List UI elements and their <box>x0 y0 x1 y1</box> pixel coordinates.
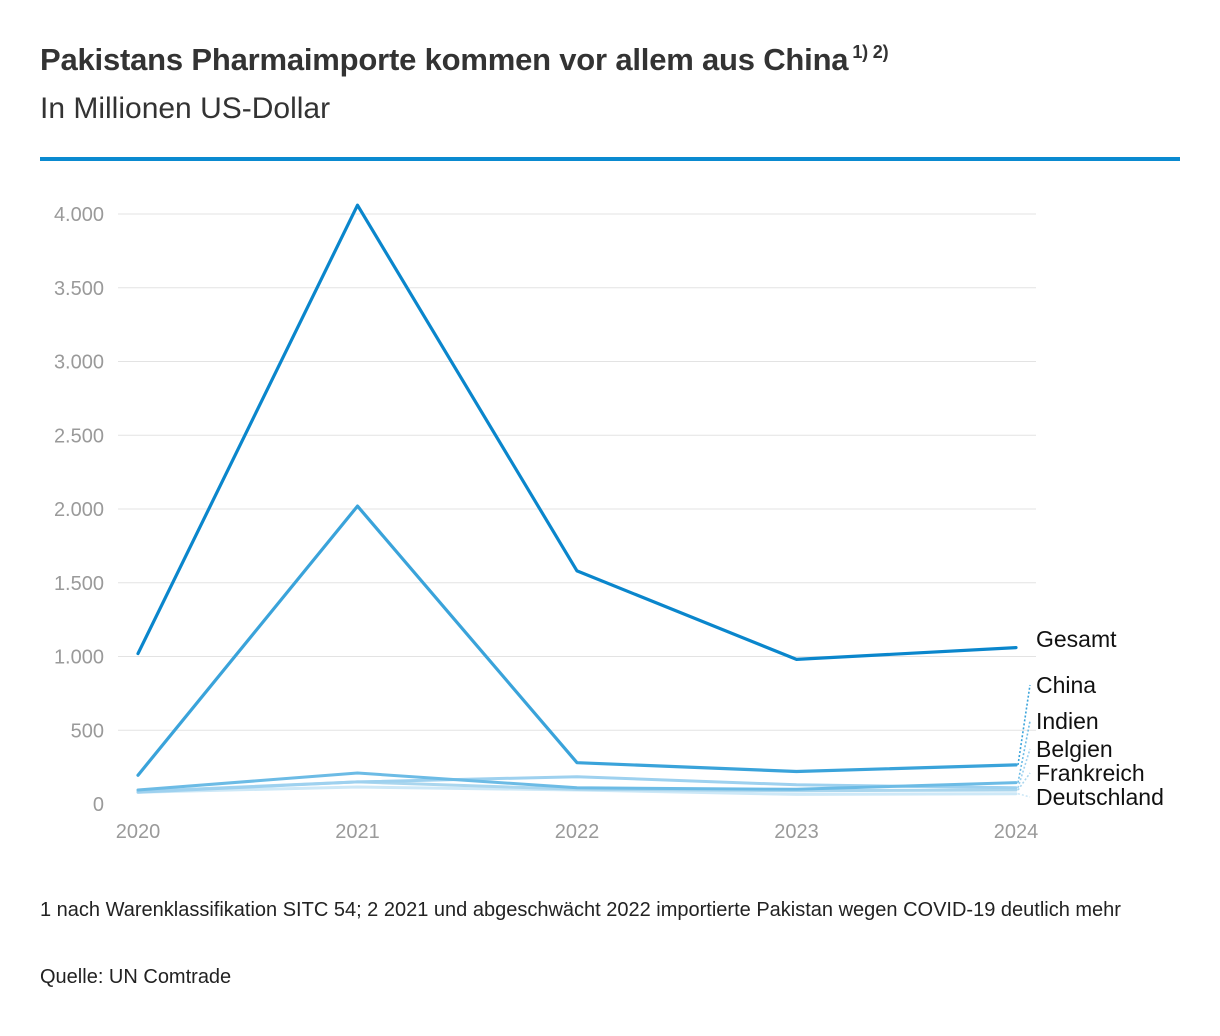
leader-line <box>1017 792 1031 798</box>
x-tick-label: 2022 <box>555 821 600 843</box>
series-label-belgien: Belgien <box>1036 736 1113 762</box>
y-tick-label: 500 <box>71 720 104 742</box>
title-footnote-marks: 1) 2) <box>852 42 889 62</box>
series-lines <box>136 203 1018 796</box>
y-tick-label: 1.500 <box>54 573 104 595</box>
x-tick-label: 2021 <box>335 821 380 843</box>
leader-line <box>1017 720 1031 783</box>
y-tick-label: 4.000 <box>54 204 104 226</box>
x-tick-label: 2024 <box>994 821 1039 843</box>
series-label-china: China <box>1036 672 1096 698</box>
y-tick-label: 3.000 <box>54 352 104 374</box>
series-label-gesamt: Gesamt <box>1036 626 1117 652</box>
x-tick-label: 2020 <box>116 821 161 843</box>
series-line-china <box>136 504 1018 777</box>
y-axis-ticks: 0 500 1.000 1.500 2.000 2.500 3.000 3.500 4.000 <box>54 204 104 816</box>
header-divider <box>40 157 1180 161</box>
leader-line <box>1017 684 1031 766</box>
footnote: 1 nach Warenklassifikation SITC 54; 2 20… <box>40 899 1121 921</box>
series-label-indien: Indien <box>1036 708 1099 734</box>
chart-subtitle: In Millionen US-Dollar <box>40 92 331 125</box>
series-labels: Gesamt China IndienBelgienFrankreichDeutsc… <box>1036 626 1164 810</box>
leader-line <box>1017 772 1031 791</box>
y-tick-label: 1.000 <box>54 647 104 669</box>
y-tick-label: 2.000 <box>54 499 104 521</box>
series-line-indien <box>136 771 1018 792</box>
leader-line <box>1017 748 1031 789</box>
line-chart: 05001.0001.5002.0002.5003.0003.5004.000 … <box>54 203 1164 843</box>
x-tick-label: 2023 <box>774 821 819 843</box>
series-label-frankreich: Frankreich <box>1036 760 1145 786</box>
grid-lines <box>118 213 1036 731</box>
series-line-gesamt <box>136 203 1018 661</box>
x-axis-ticks: 2020 2021 2022 2023 2024 <box>116 821 1039 843</box>
chart-title: Pakistans Pharmaimporte kommen vor allem… <box>40 42 889 77</box>
source-note: Quelle: UN Comtrade <box>40 966 232 988</box>
series-label-deutschland: Deutschland <box>1036 784 1164 810</box>
y-tick-label: 2.500 <box>54 425 104 447</box>
label-leaders <box>1017 684 1031 798</box>
y-tick-label: 3.500 <box>54 278 104 300</box>
y-tick-label: 0 <box>93 794 104 816</box>
